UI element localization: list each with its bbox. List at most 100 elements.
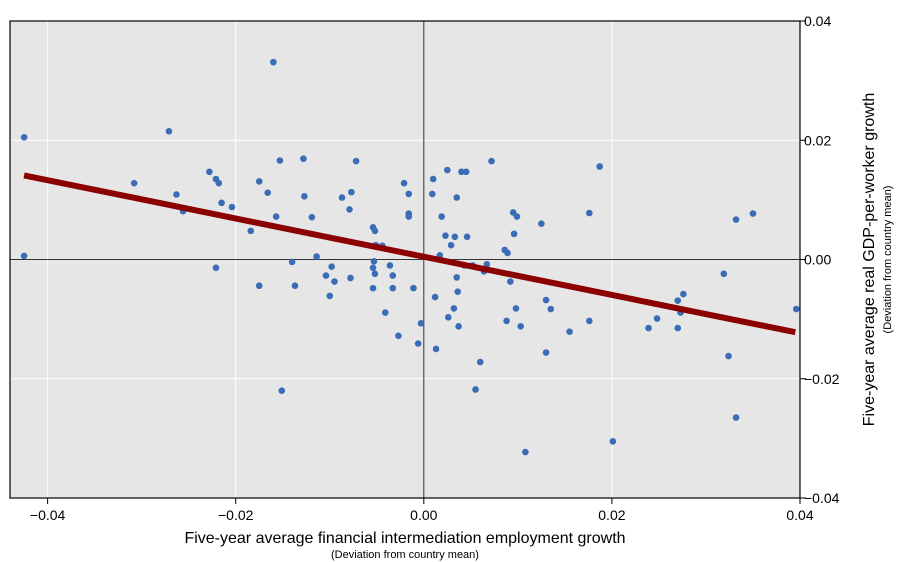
data-point — [547, 305, 555, 313]
data-point — [454, 288, 461, 295]
data-point — [586, 317, 593, 325]
data-point — [369, 264, 377, 272]
data-point — [792, 305, 800, 313]
data-point — [749, 210, 757, 217]
data-point — [313, 253, 320, 260]
data-point — [165, 128, 173, 135]
data-point — [510, 230, 518, 238]
data-point — [674, 297, 682, 304]
data-point — [444, 314, 452, 321]
y-axis-title: Five-year average real GDP-per-worker gr… — [861, 93, 878, 426]
regression-line — [23, 172, 796, 336]
data-point — [352, 157, 360, 165]
x-tick-label: −0.02 — [218, 507, 254, 523]
data-point — [680, 290, 687, 298]
x-axis-subtitle: (Deviation from country mean) — [331, 549, 479, 561]
data-point — [732, 216, 740, 223]
data-point — [370, 257, 378, 265]
data-point — [326, 292, 334, 300]
data-point — [371, 270, 379, 278]
y-tick-label: −0.04 — [804, 490, 840, 506]
data-point — [389, 272, 397, 279]
data-point — [451, 233, 459, 241]
data-point — [432, 345, 440, 353]
data-point — [720, 270, 728, 278]
data-point — [542, 349, 550, 356]
data-point — [255, 178, 263, 185]
data-point — [386, 262, 394, 269]
data-point — [586, 209, 593, 217]
data-point — [653, 315, 661, 322]
data-point — [472, 386, 479, 393]
data-point — [173, 191, 180, 198]
data-point — [288, 258, 296, 266]
data-point — [503, 317, 510, 325]
data-point — [483, 260, 491, 268]
data-point — [20, 133, 28, 141]
data-point — [255, 282, 263, 290]
data-point — [566, 328, 573, 335]
data-point — [417, 319, 425, 327]
data-point — [517, 322, 524, 330]
data-point — [507, 278, 514, 285]
x-tick-label: 0.00 — [410, 507, 437, 523]
data-point — [732, 414, 740, 421]
data-point — [596, 163, 603, 170]
data-point — [264, 189, 271, 197]
data-point — [645, 324, 652, 332]
data-point — [278, 387, 286, 394]
x-tick-label: −0.04 — [30, 507, 66, 523]
y-tick-label: 0.02 — [804, 132, 831, 148]
data-point — [322, 272, 330, 279]
data-point — [455, 322, 462, 330]
data-point — [270, 58, 277, 66]
data-point — [348, 188, 355, 196]
data-point — [414, 340, 422, 347]
data-point — [331, 278, 338, 285]
data-point — [308, 213, 316, 221]
data-point — [347, 274, 354, 282]
data-point — [542, 296, 550, 304]
data-point — [338, 194, 346, 201]
data-point — [300, 155, 307, 163]
data-point — [476, 358, 484, 366]
data-point — [389, 284, 397, 292]
data-point — [405, 190, 413, 198]
data-point — [291, 282, 299, 290]
data-point — [488, 157, 495, 165]
data-point — [609, 438, 617, 445]
data-point — [428, 190, 436, 198]
data-point — [438, 213, 445, 220]
data-point — [130, 179, 138, 187]
data-point — [215, 179, 223, 187]
data-point — [346, 206, 353, 213]
data-point — [725, 352, 732, 360]
data-point — [218, 199, 225, 207]
data-point — [522, 448, 529, 456]
data-point — [442, 232, 449, 239]
y-axis-subtitle: (Deviation from country mean) — [882, 186, 894, 334]
data-point — [20, 252, 28, 260]
data-point — [512, 305, 520, 312]
data-point — [447, 241, 455, 249]
data-point — [504, 249, 511, 257]
data-point — [206, 168, 213, 176]
data-points — [20, 58, 800, 456]
data-point — [462, 168, 470, 176]
data-point — [450, 305, 458, 312]
y-tick-label: −0.02 — [804, 371, 840, 387]
data-point — [276, 157, 284, 164]
x-axis-ticks: −0.04 −0.02 0.00 0.02 0.04 — [30, 498, 814, 523]
y-tick-label: 0.04 — [804, 13, 831, 29]
data-point — [405, 213, 413, 220]
data-point — [429, 175, 437, 183]
data-point — [228, 203, 236, 211]
y-axis-ticks: −0.04 −0.02 0.00 0.02 0.04 — [800, 13, 840, 506]
data-point — [371, 227, 379, 235]
data-point — [212, 264, 220, 272]
x-tick-label: 0.02 — [598, 507, 625, 523]
data-point — [453, 194, 461, 201]
data-point — [328, 263, 335, 270]
x-axis-title: Five-year average financial intermediati… — [184, 530, 625, 547]
